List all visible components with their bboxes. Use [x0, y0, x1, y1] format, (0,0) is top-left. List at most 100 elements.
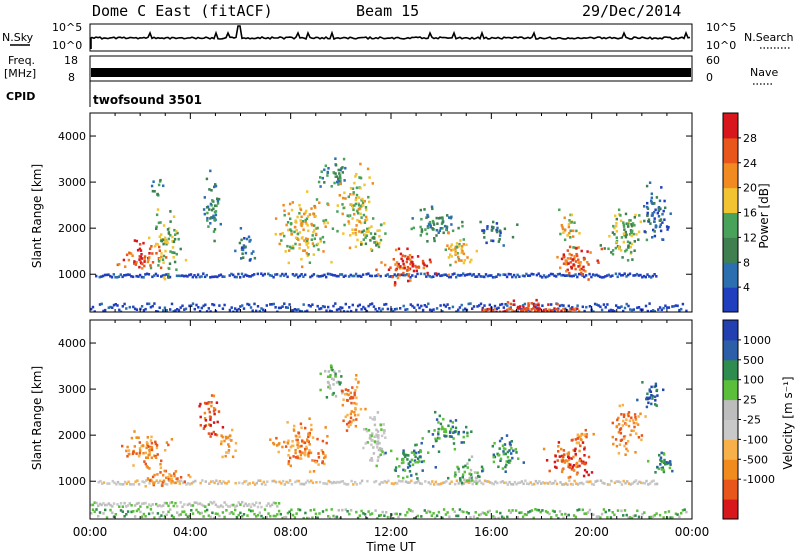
velocity-cell — [512, 449, 515, 453]
power-cell — [321, 176, 324, 180]
power-cell — [641, 275, 644, 279]
velocity-cell — [216, 420, 219, 424]
velocity-cell — [148, 451, 151, 454]
power-cell — [151, 189, 155, 193]
velocity-cell — [617, 416, 620, 420]
velocity-cell — [611, 511, 614, 514]
velocity-cell — [353, 480, 357, 484]
power-cell — [411, 263, 415, 266]
velocity-cell — [683, 508, 686, 511]
power-cell — [186, 275, 189, 278]
velocity-cell — [172, 516, 175, 519]
velocity-cell — [340, 375, 343, 378]
power-cell — [158, 245, 161, 249]
velocity-cell — [308, 450, 311, 453]
velocity-cell — [276, 513, 279, 516]
power-cell — [206, 216, 209, 220]
velocity-cell — [299, 482, 302, 486]
velocity-cell — [567, 451, 571, 454]
power-cell — [419, 234, 422, 237]
power-cell — [158, 306, 161, 309]
power-cell — [396, 265, 399, 268]
velocity-cell — [287, 439, 290, 443]
power-cell — [350, 203, 353, 206]
power-cell — [247, 235, 251, 239]
velocity-cell — [464, 464, 467, 468]
power-cell — [278, 242, 281, 246]
velocity-cell — [637, 436, 641, 439]
power-cell — [177, 274, 180, 278]
velocity-cell — [373, 416, 376, 419]
velocity-cell — [622, 479, 625, 483]
velocity-cell — [290, 508, 293, 512]
velocity-cell — [305, 447, 308, 450]
velocity-cell — [395, 512, 398, 516]
velocity-cell — [660, 451, 663, 455]
power-cell — [440, 274, 444, 277]
velocity-cell — [563, 453, 566, 456]
power-cell — [355, 193, 359, 197]
power-cell — [623, 272, 626, 275]
power-cell — [613, 309, 616, 312]
power-cell — [635, 272, 639, 276]
power-cell — [197, 306, 200, 309]
power-cell — [602, 275, 605, 279]
velocity-cell — [181, 481, 185, 485]
velocity-cell — [372, 452, 376, 455]
velocity-cell — [410, 479, 413, 483]
power-cell — [491, 309, 495, 312]
power-cell — [402, 273, 405, 277]
velocity-cell — [524, 479, 527, 483]
power-cell — [597, 261, 600, 264]
power-cell — [567, 262, 570, 265]
velocity-cell — [306, 516, 309, 519]
power-cell — [343, 179, 346, 182]
velocity-cell — [231, 428, 234, 432]
velocity-cell — [159, 466, 163, 469]
velocity-cell — [366, 441, 369, 444]
velocity-cell — [127, 480, 130, 484]
power-cell — [183, 308, 186, 311]
power-cell — [646, 211, 649, 215]
power-cell — [240, 272, 244, 276]
power-cell — [618, 247, 621, 251]
power-cell — [463, 259, 466, 262]
power-cell — [372, 305, 376, 308]
power-cell — [563, 216, 566, 220]
power-cell — [406, 247, 409, 251]
power-cell — [597, 274, 600, 278]
velocity-cell — [615, 480, 618, 483]
velocity-cell — [138, 453, 141, 456]
power-cell — [235, 309, 239, 312]
velocity-cell — [641, 481, 645, 485]
velocity-cell — [370, 443, 373, 447]
velocity-cell — [379, 453, 383, 456]
velocity-cell — [377, 456, 380, 459]
velocity-cell — [311, 459, 314, 462]
power-cell — [586, 250, 589, 253]
velocity-cell — [304, 453, 307, 457]
power-cell — [179, 247, 182, 251]
power-cell — [658, 225, 662, 229]
time-tick-label: 00:00 — [73, 525, 108, 539]
power-cell — [171, 251, 174, 254]
power-cell — [207, 307, 210, 310]
velocity-cell — [293, 424, 296, 428]
velocity-cell — [567, 476, 570, 479]
velocity-cell — [102, 481, 106, 484]
velocity-cell — [165, 441, 169, 444]
velocity-cell — [671, 469, 674, 473]
velocity-cell — [529, 510, 532, 513]
power-cell — [565, 260, 569, 263]
velocity-cell — [251, 509, 254, 513]
velocity-cell — [626, 440, 630, 443]
power-cell — [559, 266, 562, 270]
velocity-cell — [353, 411, 356, 414]
power-cell — [242, 307, 246, 310]
power-cell — [173, 260, 177, 264]
velocity-cell — [480, 481, 483, 485]
power-cell — [451, 229, 455, 233]
power-cell — [488, 274, 491, 277]
velocity-cell — [281, 516, 284, 519]
power-cell — [527, 274, 530, 277]
